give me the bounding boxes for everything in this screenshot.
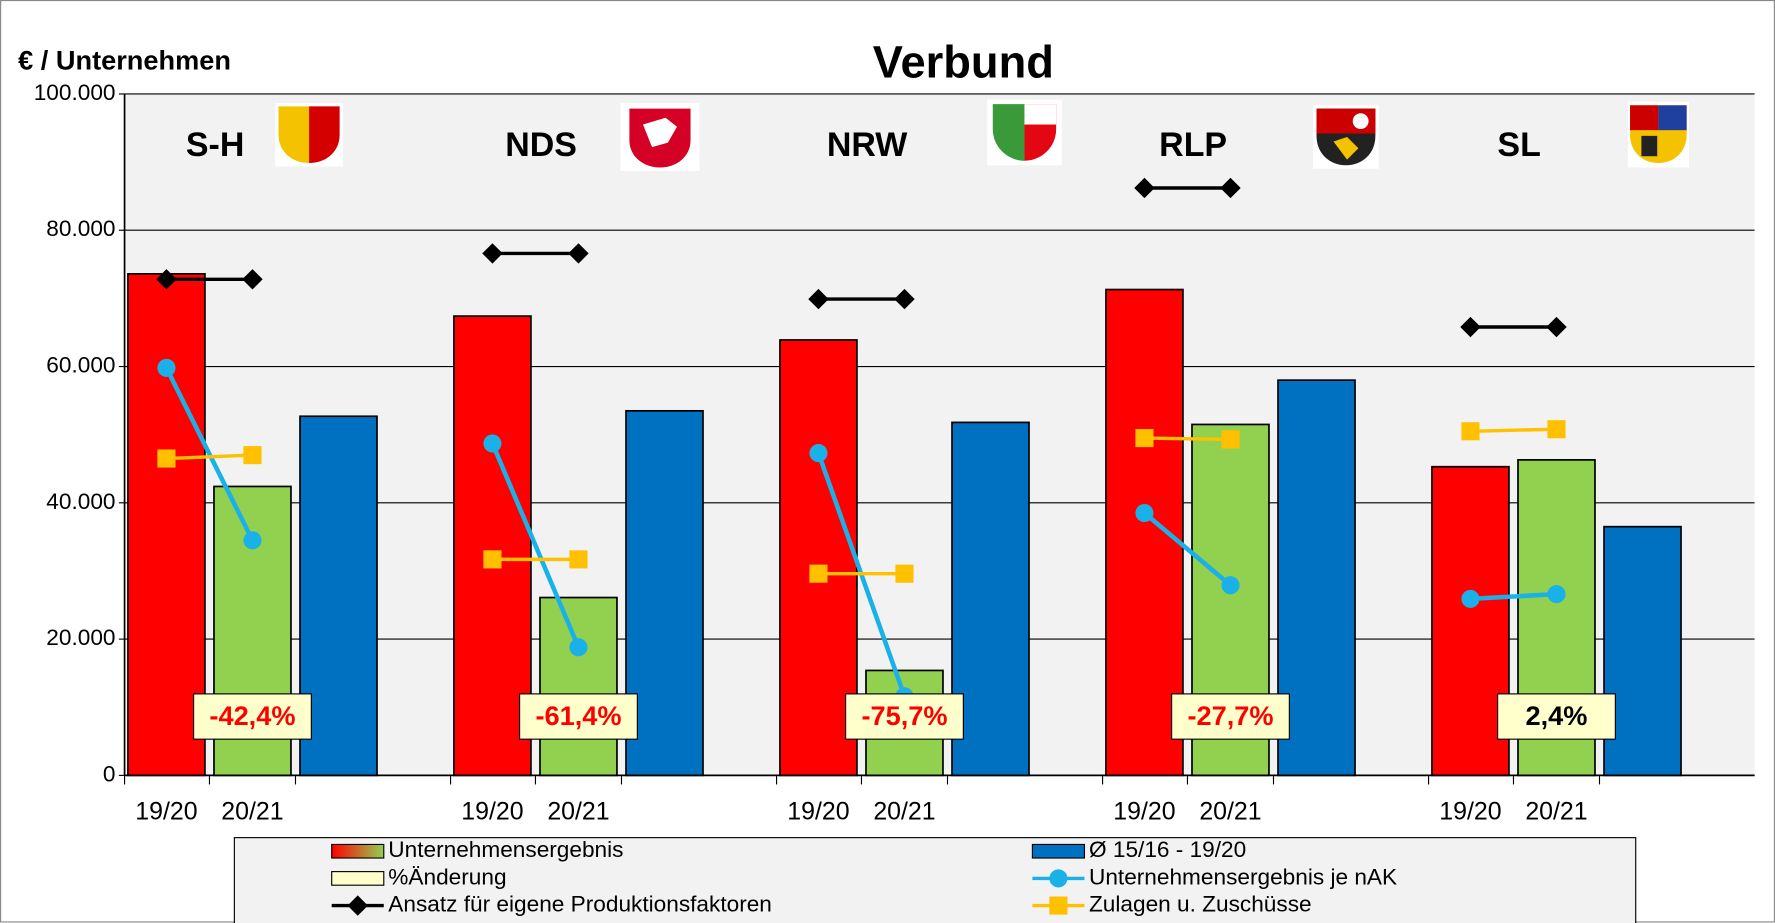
y-tick-label: 20.000 bbox=[46, 625, 115, 650]
x-tick-label: 19/20 bbox=[461, 797, 523, 825]
line-marker bbox=[483, 434, 502, 453]
line-marker bbox=[243, 446, 262, 465]
bar bbox=[127, 273, 206, 777]
legend-label: Ø 15/16 - 19/20 bbox=[1089, 837, 1246, 862]
line bbox=[166, 453, 253, 461]
change-box bbox=[845, 693, 964, 740]
legend-swatch bbox=[1031, 843, 1086, 859]
line-marker bbox=[1221, 576, 1240, 595]
line bbox=[1142, 511, 1232, 588]
bar bbox=[951, 421, 1030, 777]
legend bbox=[233, 837, 1637, 923]
bar bbox=[453, 315, 532, 777]
line-marker bbox=[809, 564, 828, 583]
line-marker bbox=[1461, 589, 1480, 608]
bar bbox=[779, 339, 858, 777]
group-label: SL bbox=[1497, 126, 1540, 164]
x-tick-label: 19/20 bbox=[1439, 797, 1501, 825]
legend-label: Zulagen u. Zuschüsse bbox=[1089, 892, 1312, 917]
line bbox=[1470, 427, 1557, 433]
line-marker bbox=[1135, 503, 1154, 523]
line-marker bbox=[157, 449, 176, 468]
line bbox=[490, 442, 581, 649]
change-box bbox=[1497, 693, 1616, 740]
line-marker bbox=[894, 288, 915, 310]
change-label: -42,4% bbox=[209, 700, 295, 731]
y-axis-label: € / Unternehmen bbox=[18, 44, 231, 75]
legend-marker bbox=[1049, 896, 1068, 915]
flag-nrw bbox=[987, 99, 1062, 166]
legend-label: %Änderung bbox=[388, 864, 506, 889]
y-tick-label: 60.000 bbox=[46, 353, 115, 378]
y-tick-label: 80.000 bbox=[46, 216, 115, 241]
flag-sl bbox=[1627, 101, 1689, 168]
legend-swatch bbox=[331, 871, 385, 886]
change-box bbox=[519, 693, 638, 740]
bar bbox=[625, 409, 704, 777]
line-marker bbox=[1547, 585, 1566, 604]
chart-title: Verbund bbox=[873, 37, 1054, 88]
y-tick-label: 40.000 bbox=[46, 489, 115, 514]
group-label: NRW bbox=[827, 126, 907, 164]
flag-rlp bbox=[1313, 105, 1379, 169]
x-tick-label: 19/20 bbox=[135, 797, 197, 825]
line-marker bbox=[157, 358, 176, 377]
bar bbox=[1277, 379, 1356, 777]
line bbox=[164, 366, 255, 542]
change-box bbox=[1171, 693, 1290, 740]
line-marker bbox=[243, 531, 262, 550]
line-marker bbox=[569, 638, 588, 657]
change-label: 2,4% bbox=[1526, 700, 1588, 731]
x-tick-label: 20/21 bbox=[1199, 797, 1261, 825]
line-marker bbox=[895, 564, 914, 583]
change-label: -27,7% bbox=[1187, 700, 1273, 731]
y-tick-label: 100.000 bbox=[34, 80, 116, 105]
line-marker bbox=[1461, 422, 1480, 441]
line bbox=[1470, 591, 1557, 602]
legend-label: Unternehmensergebnis je nAK bbox=[1089, 864, 1397, 889]
group-label: RLP bbox=[1159, 126, 1227, 164]
x-tick-label: 19/20 bbox=[1113, 797, 1175, 825]
change-box bbox=[193, 693, 312, 740]
x-tick-label: 20/21 bbox=[221, 797, 283, 825]
x-tick-label: 20/21 bbox=[1525, 797, 1587, 825]
flag-nds bbox=[620, 103, 700, 171]
line bbox=[1144, 436, 1231, 442]
line-marker bbox=[1547, 420, 1566, 439]
line-marker bbox=[1134, 177, 1155, 199]
bar bbox=[299, 415, 378, 777]
y-tick-label: 0 bbox=[103, 761, 116, 786]
legend-label: Unternehmensergebnis bbox=[388, 837, 623, 862]
group-label: S-H bbox=[186, 126, 244, 164]
line-marker bbox=[1135, 429, 1154, 448]
line-marker bbox=[483, 550, 502, 569]
x-tick-label: 19/20 bbox=[787, 797, 849, 825]
x-tick-label: 20/21 bbox=[547, 797, 609, 825]
legend-swatch bbox=[331, 843, 385, 859]
line-marker bbox=[569, 550, 588, 569]
x-tick-label: 20/21 bbox=[873, 797, 935, 825]
bar bbox=[539, 596, 618, 777]
change-label: -61,4% bbox=[535, 700, 621, 731]
legend-marker bbox=[1049, 869, 1068, 888]
change-label: -75,7% bbox=[861, 700, 947, 731]
group-label: NDS bbox=[505, 126, 577, 164]
line-marker bbox=[809, 444, 828, 463]
line-marker bbox=[1221, 430, 1240, 449]
bar bbox=[1431, 465, 1510, 777]
bar bbox=[1603, 525, 1682, 777]
flag-sh bbox=[275, 103, 344, 167]
legend-label: Ansatz für eigene Produktionsfaktoren bbox=[388, 892, 772, 917]
